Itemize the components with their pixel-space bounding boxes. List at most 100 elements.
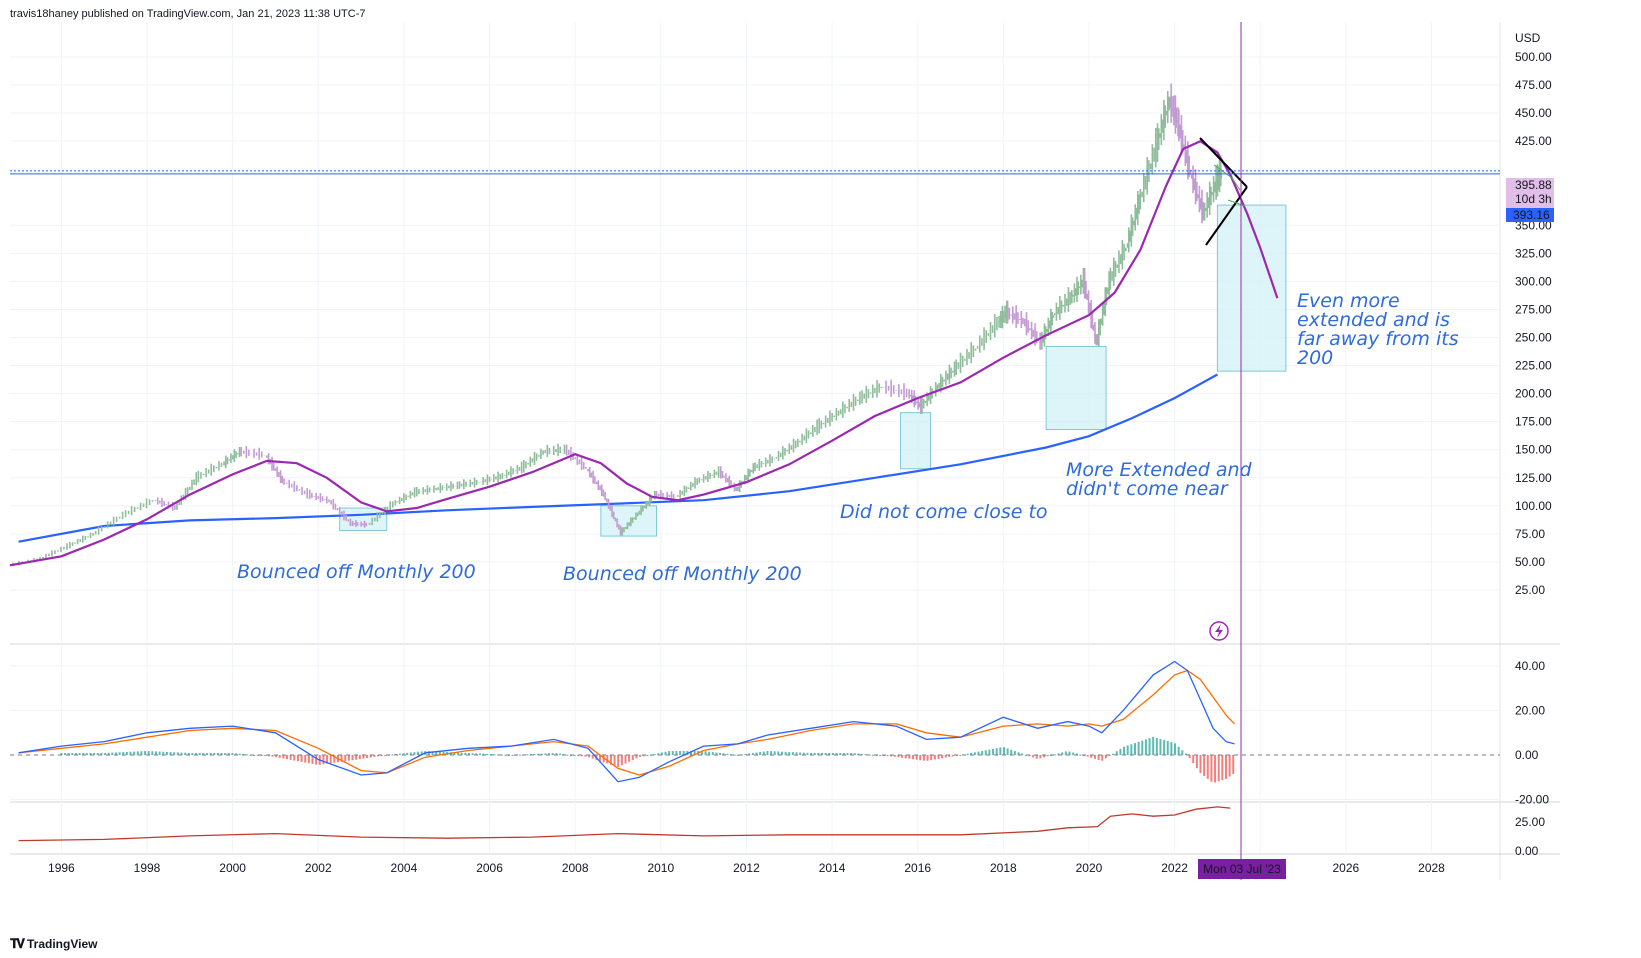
histogram-bar [712,752,714,755]
price-tag-last: 393.16 [1506,208,1554,222]
histogram-bar [672,751,674,755]
histogram-bar [526,754,528,755]
histogram-bar [406,753,408,755]
histogram-bar [937,755,939,759]
histogram-bar [1068,752,1070,755]
macd-signal-line [19,671,1235,776]
histogram-bar [1138,742,1140,755]
histogram-bar [705,751,707,755]
histogram-bar [137,751,139,755]
histogram-bar [1218,755,1220,781]
crosshair-date-tag: Mon 03 Jul '23 [1198,859,1286,879]
price-axis-unit: USD [1515,31,1541,45]
price-axis-tick: 25.00 [1515,583,1545,597]
histogram-bar [617,755,619,767]
indicator-axis-tick: 0.00 [1515,844,1539,858]
histogram-bar [199,753,201,755]
histogram-bar [1214,755,1216,782]
histogram-bar [479,754,481,755]
time-axis-tick: 2008 [562,861,589,875]
histogram-bar [806,753,808,755]
price-tag-value: 395.88 [1515,178,1552,192]
histogram-bar [887,755,889,756]
histogram-bar [592,755,594,759]
price-axis-tick: 50.00 [1515,555,1545,569]
histogram-bar [912,755,914,759]
indicator-axis-tick: 25.00 [1515,815,1545,829]
price-axis-tick: 300.00 [1515,274,1552,288]
macd-axis-tick: 0.00 [1515,748,1539,762]
histogram-bar [271,755,273,757]
histogram-bar [1087,755,1089,757]
histogram-bar [512,755,514,756]
histogram-bar [1047,755,1049,756]
histogram-bar [1200,755,1202,773]
last-price-value: 393.16 [1513,208,1550,222]
histogram-bar [1094,755,1096,759]
histogram-bar [1112,754,1114,755]
histogram-bar [1181,750,1183,755]
tradingview-logo-icon: 𝐓𝐕 [10,936,23,952]
histogram-bar [366,755,368,758]
histogram-bar [996,748,998,755]
histogram-bar [1141,741,1143,755]
price-axis-tick: 425.00 [1515,134,1552,148]
highlight-box-4 [1046,346,1106,429]
histogram-bar [879,755,881,756]
histogram-bar [981,751,983,755]
histogram-bar [726,754,728,755]
histogram-bar [1134,743,1136,755]
time-axis-tick: 2010 [647,861,674,875]
histogram-bar [1119,749,1121,755]
histogram-bar [1196,755,1198,768]
histogram-bar [988,750,990,755]
histogram-bar [763,752,765,755]
annotation-text-1: Bounced off Monthly 200 [237,561,476,583]
histogram-bar [679,751,681,755]
price-axis-tick: 250.00 [1515,331,1552,345]
histogram-bar [184,753,186,755]
histogram-bar [290,755,292,760]
histogram-bar [304,755,306,763]
histogram-bar [752,753,754,755]
histogram-bar [1232,755,1234,774]
histogram-bar [854,753,856,755]
price-axis-tick: 450.00 [1515,106,1552,120]
histogram-bar [308,755,310,763]
histogram-bar [985,750,987,755]
histogram-bar [1130,744,1132,755]
histogram-bar [624,755,626,764]
annotation-line: didn't come near [1066,478,1229,500]
histogram-bar [1149,738,1151,755]
histogram-bar [927,755,929,761]
histogram-bar [293,755,295,761]
histogram-bar [1221,755,1223,780]
annotation-line: Bounced off Monthly 200 [237,561,476,583]
histogram-bar [774,751,776,755]
highlight-box-3 [901,413,931,469]
histogram-bar [777,751,779,755]
histogram-bar [1065,751,1067,755]
annotation-line: 200 [1297,347,1333,369]
histogram-bar [628,755,630,762]
histogram-bar [1072,753,1074,755]
time-axis-tick: 2018 [990,861,1017,875]
histogram-bar [246,754,248,755]
histogram-bar [839,753,841,755]
histogram-bar [992,749,994,755]
histogram-bar [708,752,710,755]
tradingview-brand[interactable]: 𝐓𝐕 TradingView [10,936,97,952]
histogram-bar [614,755,616,766]
histogram-bar [999,748,1001,755]
price-axis-tick: 175.00 [1515,415,1552,429]
histogram-bar [832,753,834,755]
histogram-bar [282,755,284,758]
histogram-bar [64,753,66,755]
histogram-bar [1007,748,1009,755]
histogram-bar [908,755,910,759]
histogram-bar [322,755,324,764]
histogram-bar [355,755,357,760]
histogram-bar [1036,755,1038,759]
histogram-bar [919,755,921,760]
